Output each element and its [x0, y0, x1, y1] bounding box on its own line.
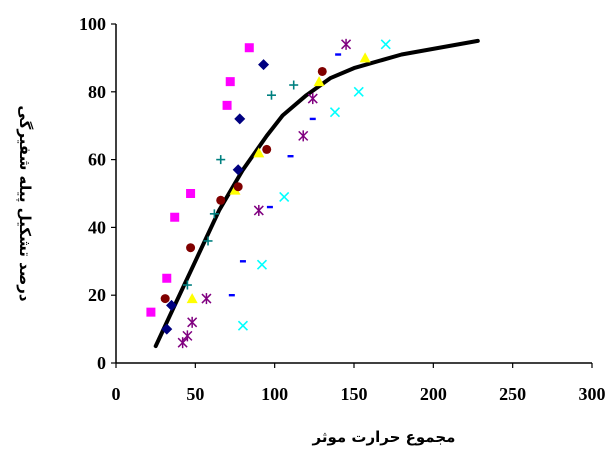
tick-labels: 0 50 100 150 200 250 300 0 20 40 60 80 100 [79, 14, 606, 404]
data-point-x [237, 320, 248, 331]
data-point-dash [309, 117, 316, 121]
data-point-star [182, 330, 193, 342]
data-point-x [279, 191, 290, 202]
data-point-star [201, 293, 212, 305]
x-tick-label: 200 [420, 384, 447, 404]
data-point-plus [182, 280, 192, 290]
y-tick-label: 40 [88, 217, 106, 237]
series-triangle [186, 52, 371, 304]
data-point-circle [216, 195, 226, 205]
data-point-dash [287, 155, 294, 158]
series-plus [182, 80, 299, 290]
data-point-dash [335, 53, 342, 56]
data-point-plus [289, 80, 299, 90]
data-point-dash [266, 205, 273, 209]
data-point-circle [262, 144, 272, 154]
data-point-dash [239, 260, 246, 263]
x-tick-label: 50 [186, 384, 204, 404]
data-point-star [307, 93, 318, 105]
y-tick-label: 20 [88, 285, 106, 305]
data-point-circle [186, 243, 196, 253]
y-tick-label: 100 [79, 14, 106, 34]
data-point-x [329, 107, 341, 118]
x-tick-label: 0 [112, 384, 121, 404]
data-point-square [244, 43, 254, 53]
data-point-triangle [313, 76, 325, 87]
series-circle [160, 66, 327, 304]
x-tick-label: 150 [341, 384, 368, 404]
data-point-star [177, 337, 188, 349]
data-point-plus [209, 209, 219, 219]
y-tick-label: 80 [88, 82, 106, 102]
y-tick-label: 60 [88, 150, 106, 170]
data-point-diamond [232, 164, 244, 176]
data-point-x [380, 39, 391, 50]
y-tick-label: 0 [97, 353, 106, 373]
data-point-square [146, 307, 156, 317]
data-point-star [298, 130, 309, 142]
x-tick-label: 300 [579, 384, 606, 404]
data-point-circle [317, 66, 327, 76]
x-tick-label: 250 [499, 384, 526, 404]
y-axis-title: درصد تشکیل پیله شفیرگی [15, 105, 34, 301]
x-tick-label: 100 [261, 384, 288, 404]
data-point-plus [203, 236, 213, 246]
data-point-square [162, 273, 172, 283]
data-point-x [353, 86, 364, 97]
data-point-square [170, 212, 180, 222]
plot-area [146, 38, 480, 349]
data-point-diamond [166, 299, 178, 311]
data-point-square [222, 100, 232, 110]
data-point-triangle [186, 293, 198, 304]
data-point-star [253, 204, 264, 216]
data-point-star [187, 316, 198, 328]
series-diamond [161, 59, 270, 335]
data-point-diamond [234, 113, 246, 125]
x-axis-title: مجموع حرارت موثر [312, 428, 456, 446]
data-point-triangle [359, 52, 371, 63]
series-dash [228, 53, 342, 297]
data-point-dash [228, 294, 235, 297]
data-point-circle [160, 294, 170, 304]
data-point-square [186, 189, 196, 198]
axes [111, 23, 593, 368]
trend-line [153, 38, 480, 349]
data-point-plus [216, 155, 226, 165]
data-point-plus [266, 90, 276, 100]
data-point-square [225, 77, 235, 87]
series-x [237, 39, 391, 331]
data-point-x [256, 259, 268, 270]
data-point-star [341, 38, 352, 50]
data-point-diamond [258, 59, 270, 71]
data-point-triangle [253, 147, 265, 158]
data-point-diamond [161, 323, 173, 335]
series-square [146, 43, 254, 317]
series-star [177, 38, 352, 349]
data-point-circle [233, 182, 243, 192]
